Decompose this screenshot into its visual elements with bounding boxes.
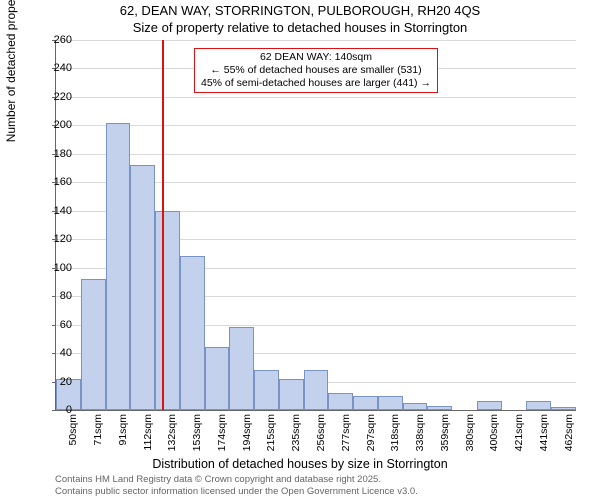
bar	[304, 370, 329, 410]
ytick-label: 40	[32, 347, 72, 359]
ytick-label: 20	[32, 376, 72, 388]
xtick-label: 153sqm	[191, 414, 203, 454]
ytick-label: 240	[32, 62, 72, 74]
annotation-box: 62 DEAN WAY: 140sqm ← 55% of detached ho…	[194, 48, 438, 93]
xtick-label: 400sqm	[488, 414, 500, 454]
gridline	[56, 154, 576, 155]
chart-subtitle: Size of property relative to detached ho…	[0, 20, 600, 35]
y-axis-label: Number of detached properties	[4, 0, 18, 142]
ytick-label: 140	[32, 205, 72, 217]
bar	[229, 327, 254, 410]
xtick-label: 441sqm	[538, 414, 550, 454]
xtick-label: 91sqm	[117, 414, 129, 454]
xtick-label: 215sqm	[265, 414, 277, 454]
bar	[328, 393, 353, 410]
annotation-line: ← 55% of detached houses are smaller (53…	[201, 64, 431, 77]
xtick-label: 50sqm	[67, 414, 79, 454]
xtick-label: 338sqm	[414, 414, 426, 454]
ytick-label: 60	[32, 319, 72, 331]
credits: Contains HM Land Registry data © Crown c…	[55, 474, 418, 498]
bar	[106, 123, 131, 410]
bar	[130, 165, 155, 410]
ytick-label: 80	[32, 290, 72, 302]
ytick-label: 160	[32, 176, 72, 188]
gridline	[56, 97, 576, 98]
credit-line: Contains public sector information licen…	[55, 486, 418, 498]
ytick-label: 220	[32, 91, 72, 103]
credit-line: Contains HM Land Registry data © Crown c…	[55, 474, 418, 486]
xtick-label: 112sqm	[142, 414, 154, 454]
bar	[378, 396, 403, 410]
xtick-label: 174sqm	[216, 414, 228, 454]
bar	[180, 256, 205, 410]
xtick-label: 235sqm	[290, 414, 302, 454]
ytick-label: 180	[32, 148, 72, 160]
bar	[526, 401, 551, 410]
xtick-label: 194sqm	[241, 414, 253, 454]
chart-title: 62, DEAN WAY, STORRINGTON, PULBOROUGH, R…	[0, 3, 600, 18]
ytick-label: 120	[32, 233, 72, 245]
gridline	[56, 40, 576, 41]
gridline	[56, 125, 576, 126]
x-axis-label: Distribution of detached houses by size …	[0, 457, 600, 471]
bar	[353, 396, 378, 410]
xtick-label: 71sqm	[92, 414, 104, 454]
annotation-line: 45% of semi-detached houses are larger (…	[201, 77, 431, 90]
bar	[427, 406, 452, 410]
bar	[155, 211, 180, 410]
xtick-label: 421sqm	[513, 414, 525, 454]
xtick-label: 132sqm	[166, 414, 178, 454]
bar	[254, 370, 279, 410]
bar	[279, 379, 304, 410]
plot-area: 62 DEAN WAY: 140sqm ← 55% of detached ho…	[55, 40, 576, 411]
xtick-label: 359sqm	[439, 414, 451, 454]
xtick-label: 277sqm	[340, 414, 352, 454]
bar	[477, 401, 502, 410]
xtick-label: 462sqm	[563, 414, 575, 454]
annotation-line: 62 DEAN WAY: 140sqm	[201, 51, 431, 64]
bar	[403, 403, 428, 410]
ytick-label: 200	[32, 119, 72, 131]
bar	[551, 407, 576, 410]
xtick-label: 297sqm	[365, 414, 377, 454]
ytick-label: 100	[32, 262, 72, 274]
ytick-label: 0	[32, 404, 72, 416]
bar	[81, 279, 106, 410]
xtick-label: 318sqm	[389, 414, 401, 454]
ytick-label: 260	[32, 34, 72, 46]
marker-line	[162, 40, 164, 410]
xtick-label: 256sqm	[315, 414, 327, 454]
bar	[205, 347, 230, 410]
xtick-label: 380sqm	[464, 414, 476, 454]
